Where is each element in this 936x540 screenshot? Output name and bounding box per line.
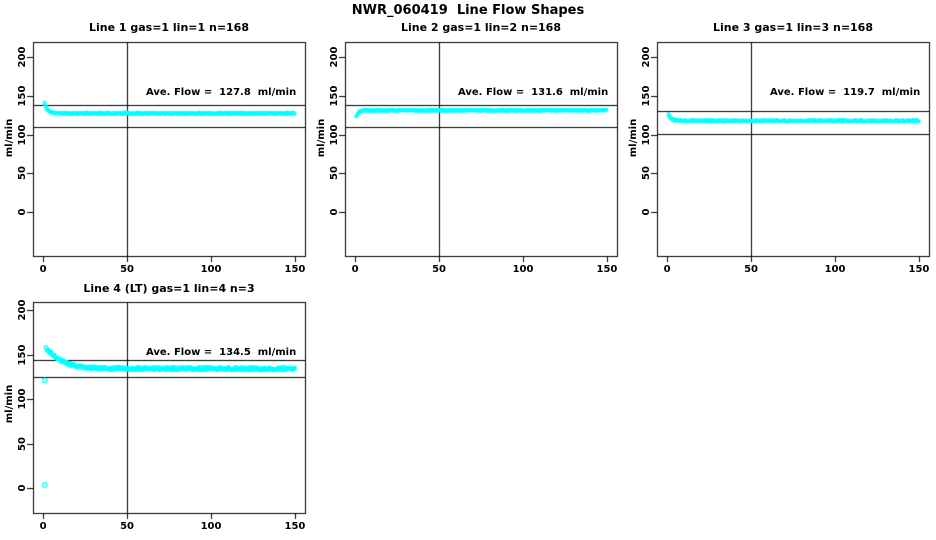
y-tick-label: 200 bbox=[641, 46, 652, 68]
y-tick-label: 0 bbox=[641, 208, 652, 216]
x-tick-label: 50 bbox=[120, 521, 134, 532]
panel-4-y-axis-label: ml/min bbox=[4, 384, 15, 424]
x-tick-label: 150 bbox=[908, 264, 930, 275]
y-tick-label: 200 bbox=[17, 299, 28, 321]
x-tick-label: 50 bbox=[120, 264, 134, 275]
y-tick-label: 100 bbox=[17, 388, 28, 410]
x-tick-label: 100 bbox=[512, 264, 534, 275]
x-tick-label: 150 bbox=[284, 264, 306, 275]
y-tick-label: 100 bbox=[329, 124, 340, 145]
y-tick-label: 150 bbox=[641, 85, 652, 107]
panel-4-avg-flow-label: Ave. Flow = 134.5 ml/min bbox=[146, 347, 297, 358]
y-tick-label: 50 bbox=[17, 166, 28, 181]
y-tick-label: 100 bbox=[17, 124, 28, 145]
y-tick-label: 100 bbox=[641, 124, 652, 145]
y-tick-label: 150 bbox=[17, 344, 28, 365]
y-tick-label: 200 bbox=[17, 46, 28, 68]
y-tick-label: 150 bbox=[329, 85, 340, 107]
y-tick-label: 0 bbox=[17, 208, 28, 216]
y-tick-label: 0 bbox=[17, 484, 28, 492]
x-tick-label: 0 bbox=[39, 264, 47, 275]
panel-2-y-axis-label: ml/min bbox=[316, 118, 327, 158]
x-tick-label: 0 bbox=[39, 521, 47, 532]
panel-1-title: Line 1 gas=1 lin=1 n=168 bbox=[88, 21, 249, 34]
panel-4-title: Line 4 (LT) gas=1 lin=4 n=3 bbox=[83, 282, 255, 295]
x-tick-label: 150 bbox=[596, 264, 618, 275]
panel-1-avg-flow-label: Ave. Flow = 127.8 ml/min bbox=[146, 87, 297, 98]
x-tick-label: 0 bbox=[663, 264, 671, 275]
panel-3-title: Line 3 gas=1 lin=3 n=168 bbox=[712, 21, 873, 34]
y-tick-label: 0 bbox=[329, 208, 340, 216]
x-tick-label: 50 bbox=[432, 264, 446, 275]
panel-3-y-axis-label: ml/min bbox=[628, 118, 639, 158]
y-tick-label: 50 bbox=[17, 436, 28, 451]
main-title: NWR_060419 Line Flow Shapes bbox=[351, 3, 585, 18]
y-tick-label: 200 bbox=[329, 46, 340, 68]
x-tick-label: 50 bbox=[744, 264, 758, 275]
x-tick-label: 0 bbox=[351, 264, 359, 275]
y-tick-label: 150 bbox=[17, 85, 28, 107]
x-tick-label: 100 bbox=[824, 264, 846, 275]
panel-3-avg-flow-label: Ave. Flow = 119.7 ml/min bbox=[770, 87, 921, 98]
x-tick-label: 100 bbox=[200, 264, 222, 275]
x-tick-label: 100 bbox=[200, 521, 222, 532]
panel-1-y-axis-label: ml/min bbox=[4, 118, 15, 158]
y-tick-label: 50 bbox=[641, 166, 652, 181]
panel-2-avg-flow-label: Ave. Flow = 131.6 ml/min bbox=[458, 87, 609, 98]
x-tick-label: 150 bbox=[284, 521, 306, 532]
y-tick-label: 50 bbox=[329, 166, 340, 181]
panel-2-title: Line 2 gas=1 lin=2 n=168 bbox=[400, 21, 561, 34]
